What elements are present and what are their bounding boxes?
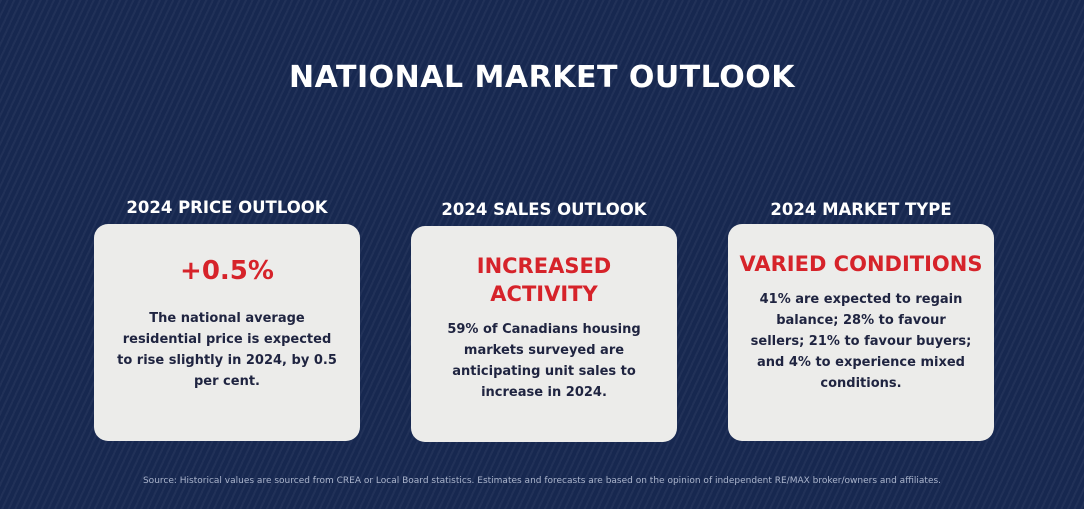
price-outlook-card: +0.5% The national average residential p…	[94, 224, 360, 441]
sales-outlook-headline: INCREASED ACTIVITY	[476, 254, 612, 306]
sales-outlook-description: 59% of Canadians housing markets surveye…	[447, 322, 641, 400]
price-outlook-description: The national average residential price i…	[117, 311, 337, 389]
price-outlook-headline: +0.5%	[180, 256, 274, 286]
page-title: NATIONAL MARKET OUTLOOK	[289, 60, 795, 95]
sales-outlook-card: INCREASED ACTIVITY 59% of Canadians hous…	[411, 226, 677, 442]
source-footnote: Source: Historical values are sourced fr…	[142, 476, 942, 486]
market-type-card: VARIED CONDITIONS 41% are expected to re…	[728, 224, 994, 441]
sales-outlook-label: 2024 SALES OUTLOOK	[441, 200, 647, 219]
price-outlook-label: 2024 PRICE OUTLOOK	[126, 198, 328, 217]
market-type-description: 41% are expected to regain balance; 28% …	[750, 292, 972, 391]
market-type-label: 2024 MARKET TYPE	[770, 200, 952, 219]
market-type-headline: VARIED CONDITIONS	[739, 252, 983, 276]
